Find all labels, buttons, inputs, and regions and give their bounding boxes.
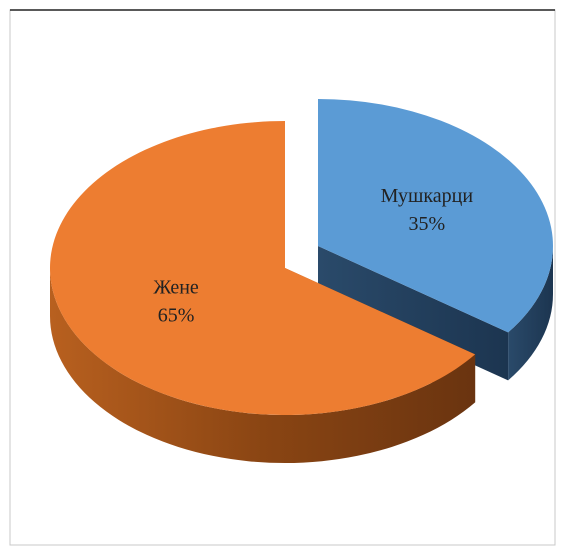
slice [49, 121, 476, 415]
slice-side [50, 268, 476, 463]
slice-side [508, 246, 553, 381]
slice-value-label: 35% [409, 213, 446, 235]
slice-label: Мушкарци [381, 185, 474, 207]
slice-value-label: 65% [158, 304, 195, 326]
slice-face [318, 246, 509, 381]
slice [318, 99, 553, 333]
slice-label: Жене [153, 276, 198, 298]
